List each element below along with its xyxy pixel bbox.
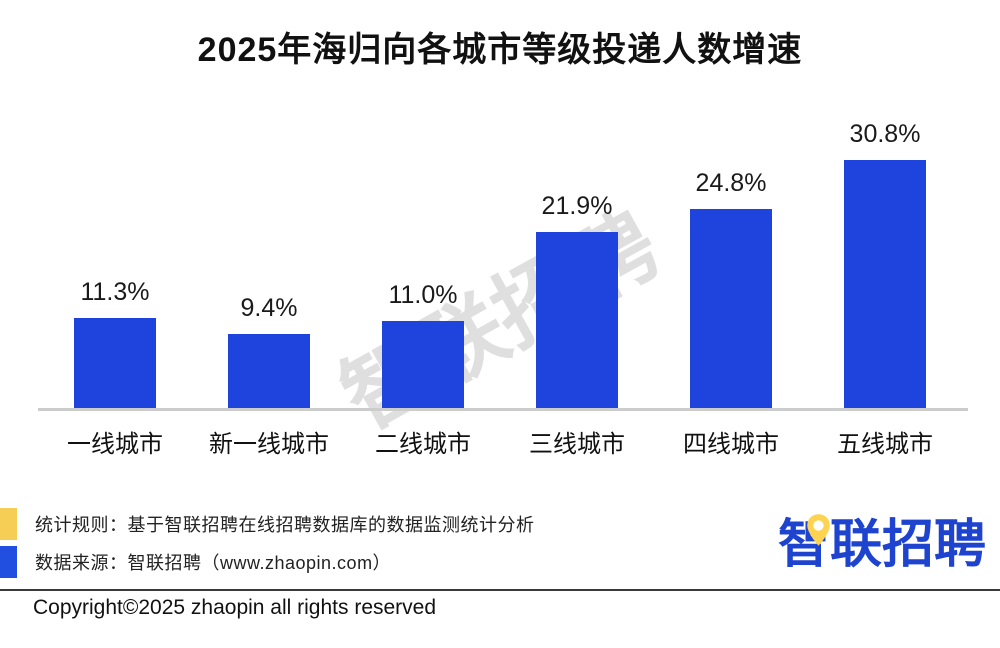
footnote-data-source: 数据来源：智联招聘（www.zhaopin.com） bbox=[0, 546, 391, 578]
bar bbox=[844, 160, 926, 410]
bar-column: 9.4% bbox=[192, 294, 346, 410]
bar bbox=[536, 232, 618, 410]
zhaopin-logo: 智联招聘 bbox=[778, 506, 986, 584]
footnote-statistics-rule: 统计规则：基于智联招聘在线招聘数据库的数据监测统计分析 bbox=[0, 508, 535, 540]
bar-value-label: 30.8% bbox=[849, 120, 921, 148]
bar bbox=[228, 334, 310, 410]
category-label: 新一线城市 bbox=[209, 431, 329, 458]
category-label: 二线城市 bbox=[375, 431, 471, 458]
copyright-text: Copyright©2025 zhaopin all rights reserv… bbox=[33, 596, 437, 619]
category-label: 一线城市 bbox=[67, 431, 163, 458]
blue-swatch bbox=[0, 546, 17, 578]
bar-column: 30.8% bbox=[808, 120, 962, 410]
bar bbox=[690, 209, 772, 410]
category-label: 四线城市 bbox=[683, 431, 779, 458]
bar-column: 11.3% bbox=[38, 278, 192, 410]
x-axis-category-row: 一线城市 新一线城市 二线城市 三线城市 四线城市 五线城市 bbox=[38, 424, 962, 459]
bar bbox=[74, 318, 156, 410]
bar-value-label: 9.4% bbox=[240, 294, 298, 322]
bar-value-label: 21.9% bbox=[541, 192, 613, 220]
bar-value-label: 11.3% bbox=[80, 278, 150, 306]
bar-column: 24.8% bbox=[654, 169, 808, 410]
bar-column: 21.9% bbox=[500, 192, 654, 410]
bar bbox=[382, 321, 464, 410]
bar-column: 11.0% bbox=[346, 281, 500, 410]
statistics-rule-text: 统计规则：基于智联招聘在线招聘数据库的数据监测统计分析 bbox=[35, 515, 535, 535]
x-axis-line bbox=[38, 408, 968, 411]
category-label: 三线城市 bbox=[529, 431, 625, 458]
footer-divider-line bbox=[0, 589, 1000, 591]
data-source-text: 数据来源：智联招聘（www.zhaopin.com） bbox=[35, 553, 392, 573]
location-pin-icon bbox=[807, 514, 830, 546]
yellow-swatch bbox=[0, 508, 17, 540]
zhaopin-logo-text: 智联招聘 bbox=[778, 514, 986, 571]
chart-title: 2025年海归向各城市等级投递人数增速 bbox=[197, 31, 803, 69]
category-label: 五线城市 bbox=[837, 431, 933, 458]
bar-value-label: 24.8% bbox=[695, 169, 767, 197]
bar-value-label: 11.0% bbox=[388, 281, 458, 309]
bar-chart-plot-area: 11.3% 9.4% 11.0% 21.9% 24.8% 30.8% bbox=[38, 115, 962, 410]
